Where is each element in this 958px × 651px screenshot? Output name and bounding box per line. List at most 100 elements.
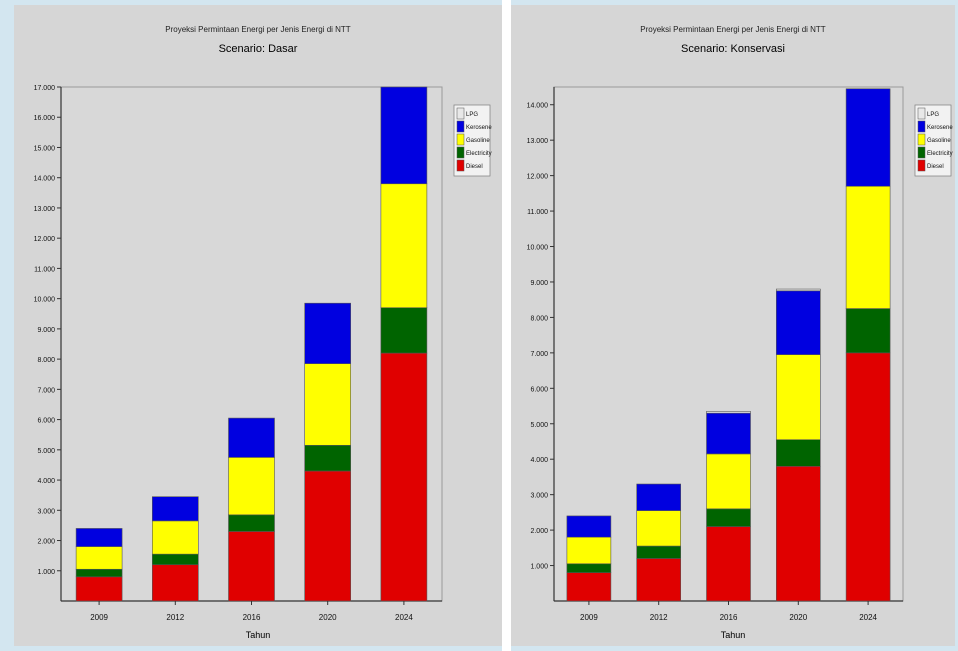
y-tick-label: 5.000 xyxy=(37,448,55,455)
legend-label: Kerosene xyxy=(466,125,492,131)
y-tick-label: 15.000 xyxy=(34,145,56,152)
y-tick-label: 11.000 xyxy=(527,209,548,216)
bar-segment-electricity xyxy=(636,545,681,559)
legend-label: Diesel xyxy=(927,164,944,170)
bar-segment-gasoline xyxy=(566,536,612,565)
y-tick-label: 8.000 xyxy=(530,315,548,322)
legend-swatch-gasoline xyxy=(456,133,465,146)
legend-label: Diesel xyxy=(466,164,483,170)
legend-swatch-gasoline xyxy=(917,133,926,146)
legend-swatch-electricity xyxy=(456,146,465,159)
bar-segment-electricity xyxy=(152,553,199,566)
bar-segment-kerosene xyxy=(380,86,428,185)
bar-segment-electricity xyxy=(845,308,891,354)
y-tick-label: 9.000 xyxy=(37,327,55,334)
x-tick-label: 2020 xyxy=(319,613,337,622)
legend-label: Gasoline xyxy=(927,138,951,144)
x-tick-label: 2024 xyxy=(859,613,877,622)
chart-title: Proyeksi Permintaan Energi per Jenis Ene… xyxy=(640,25,826,34)
y-tick-label: 3.000 xyxy=(37,508,55,515)
y-tick-label: 3.000 xyxy=(530,493,548,500)
legend-swatch-kerosene xyxy=(917,120,926,133)
bar-segment-gasoline xyxy=(304,363,352,446)
y-tick-label: 6.000 xyxy=(530,386,548,393)
chart-panel-konservasi: Proyeksi Permintaan Energi per Jenis Ene… xyxy=(511,5,955,646)
y-tick-label: 14.000 xyxy=(34,176,56,183)
x-tick-label: 2012 xyxy=(650,613,668,622)
y-tick-label: 10.000 xyxy=(527,245,549,252)
bar-segment-diesel xyxy=(845,352,891,602)
bar-segment-diesel xyxy=(75,576,123,602)
legend-label: LPG xyxy=(927,112,939,118)
x-tick-label: 2016 xyxy=(720,613,738,622)
x-tick-label: 2020 xyxy=(789,613,807,622)
bar-segment-kerosene xyxy=(845,88,891,187)
bar-segment-electricity xyxy=(706,508,751,527)
y-tick-label: 16.000 xyxy=(34,115,56,122)
bar-segment-diesel xyxy=(566,572,612,602)
x-tick-label: 2016 xyxy=(243,613,261,622)
bar-segment-kerosene xyxy=(706,412,751,455)
chart-subtitle: Scenario: Konservasi xyxy=(681,43,785,55)
x-axis-label: Tahun xyxy=(721,630,746,640)
bar-segment-electricity xyxy=(304,444,352,472)
y-tick-label: 12.000 xyxy=(34,236,56,243)
bar-segment-gasoline xyxy=(775,354,821,441)
legend-label: Kerosene xyxy=(927,125,953,131)
bar-segment-gasoline xyxy=(706,453,751,510)
y-tick-label: 4.000 xyxy=(37,478,55,485)
bar-segment-gasoline xyxy=(75,546,123,570)
y-tick-label: 7.000 xyxy=(530,351,548,358)
y-tick-label: 11.000 xyxy=(34,266,55,273)
bar-segment-gasoline xyxy=(636,510,681,547)
legend-swatch-diesel xyxy=(456,159,465,172)
bar-segment-gasoline xyxy=(845,185,891,309)
y-tick-label: 2.000 xyxy=(530,528,548,535)
y-tick-label: 5.000 xyxy=(530,422,548,429)
y-tick-label: 10.000 xyxy=(34,297,56,304)
y-tick-label: 14.000 xyxy=(527,103,549,110)
chart-panel-dasar: Proyeksi Permintaan Energi per Jenis Ene… xyxy=(14,5,502,646)
bar-segment-kerosene xyxy=(75,528,123,547)
bar-segment-lpg xyxy=(706,411,751,414)
panel-separator xyxy=(502,0,511,651)
chart-subtitle: Scenario: Dasar xyxy=(219,43,298,55)
bar-segment-diesel xyxy=(636,558,681,602)
bar-segment-electricity xyxy=(75,568,123,578)
bar-segment-diesel xyxy=(228,531,275,602)
bar-segment-diesel xyxy=(775,465,821,602)
bar-segment-kerosene xyxy=(152,496,199,522)
y-tick-label: 2.000 xyxy=(37,539,55,546)
y-tick-label: 1.000 xyxy=(37,569,55,576)
chart-konservasi: Proyeksi Permintaan Energi per Jenis Ene… xyxy=(527,25,954,640)
y-tick-label: 13.000 xyxy=(527,138,549,145)
bar-segment-diesel xyxy=(304,470,352,602)
bar-segment-gasoline xyxy=(228,457,275,516)
bar-segment-kerosene xyxy=(228,417,275,458)
bar-segment-kerosene xyxy=(775,290,821,355)
bar-segment-kerosene xyxy=(636,483,681,511)
y-tick-label: 7.000 xyxy=(37,387,55,394)
y-tick-label: 13.000 xyxy=(34,206,56,213)
bar-segment-diesel xyxy=(380,352,428,602)
legend-label: LPG xyxy=(466,112,478,118)
x-tick-label: 2024 xyxy=(395,613,413,622)
bar-segment-electricity xyxy=(380,307,428,354)
y-tick-label: 1.000 xyxy=(530,564,548,571)
bar-segment-electricity xyxy=(228,514,275,532)
legend-swatch-electricity xyxy=(917,146,926,159)
x-axis-label: Tahun xyxy=(246,630,271,640)
legend-label: Electricity xyxy=(927,151,953,157)
y-tick-label: 9.000 xyxy=(530,280,548,287)
legend-label: Gasoline xyxy=(466,138,490,144)
bar-segment-lpg xyxy=(775,288,821,292)
x-tick-label: 2009 xyxy=(90,613,108,622)
bar-segment-diesel xyxy=(152,564,199,602)
legend-swatch-diesel xyxy=(917,159,926,172)
chart-title: Proyeksi Permintaan Energi per Jenis Ene… xyxy=(165,25,351,34)
bar-segment-kerosene xyxy=(566,515,612,538)
bar-segment-gasoline xyxy=(152,520,199,555)
y-tick-label: 12.000 xyxy=(527,174,549,181)
bar-segment-electricity xyxy=(566,563,612,573)
legend-swatch-lpg xyxy=(456,107,465,120)
